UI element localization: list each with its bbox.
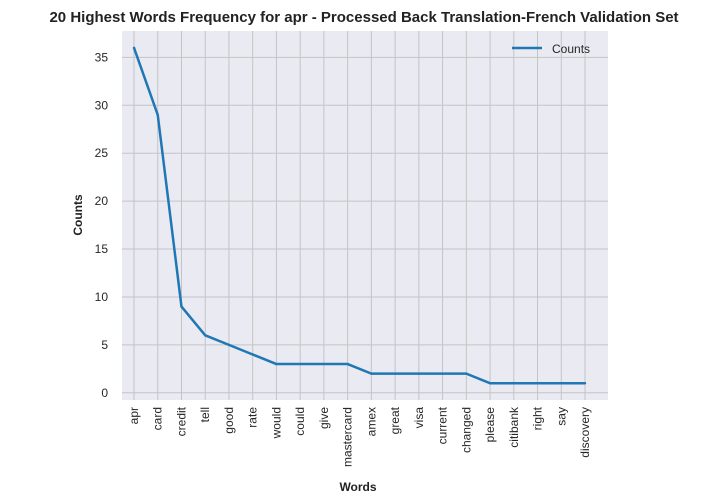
data-point (583, 382, 587, 385)
x-tick-label: could (293, 407, 307, 436)
data-point (156, 113, 159, 117)
x-tick-label: please (483, 407, 497, 443)
y-tick-label: 20 (95, 194, 109, 208)
x-tick-label: mastercard (341, 407, 355, 467)
x-tick-label: visa (412, 407, 426, 429)
x-tick-label: great (388, 406, 402, 434)
data-point (488, 382, 492, 385)
data-point (298, 362, 302, 366)
y-tick-label: 10 (95, 290, 109, 304)
data-point (322, 362, 326, 366)
data-point (441, 372, 444, 375)
chart-title: 20 Highest Words Frequency for apr - Pro… (49, 9, 678, 26)
x-tick-label: changed (459, 407, 473, 453)
grid-lines (122, 31, 608, 400)
x-tick-label: current (436, 406, 450, 444)
x-tick-label: apr (127, 407, 141, 424)
y-tick-label: 0 (101, 386, 108, 400)
legend: Counts (512, 42, 590, 56)
data-point (417, 372, 421, 375)
legend-label-counts: Counts (552, 42, 590, 56)
x-tick-label: card (151, 407, 165, 430)
data-point (536, 382, 539, 385)
y-tick-label: 35 (95, 50, 109, 64)
x-tick-label: rate (246, 407, 260, 428)
series-line-counts (132, 47, 585, 385)
y-tick-label: 30 (95, 98, 109, 112)
x-tick-label: give (317, 407, 331, 429)
y-axis-ticks: 0 5 10 15 20 25 30 35 (95, 50, 109, 399)
data-point (465, 372, 468, 375)
x-tick-label: say (554, 407, 568, 426)
x-tick-label: good (222, 407, 236, 434)
y-axis-label: Counts (71, 194, 85, 236)
data-point (370, 372, 373, 375)
data-point (204, 334, 207, 337)
data-point (180, 305, 183, 308)
x-tick-label: citibank (507, 406, 521, 448)
plot-area (122, 31, 608, 400)
x-tick-label: amex (364, 407, 378, 436)
data-point (560, 382, 563, 385)
data-point (512, 382, 515, 385)
x-tick-label: tell (198, 407, 212, 422)
x-tick-label: would (269, 407, 283, 439)
x-tick-label: credit (174, 406, 188, 436)
x-axis-label: Words (339, 480, 376, 494)
x-tick-label: right (531, 406, 545, 430)
data-point (251, 353, 254, 356)
data-point (346, 362, 349, 366)
data-point (227, 343, 231, 347)
y-tick-label: 5 (101, 338, 108, 352)
data-point (275, 362, 278, 366)
series-group (132, 46, 587, 385)
data-point (393, 372, 397, 375)
x-axis-ticks: apr card credit tell good rate would could give m… (127, 406, 592, 467)
x-tick-label: discovery (578, 407, 592, 458)
y-tick-label: 25 (95, 146, 109, 160)
y-tick-label: 15 (95, 242, 109, 256)
data-point (132, 46, 136, 49)
